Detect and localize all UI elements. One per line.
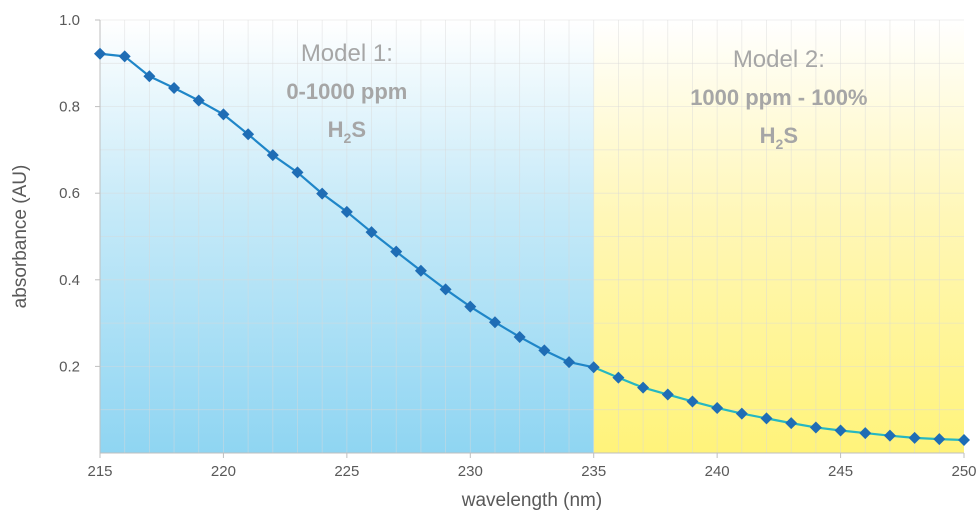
data-point-marker [168, 81, 181, 94]
model-2-species-sub: 2 [776, 136, 784, 152]
data-point-marker [711, 401, 724, 414]
data-point-marker [760, 412, 773, 425]
model-1-species-main: H [328, 117, 344, 142]
data-point-marker [933, 433, 946, 446]
data-point-marker [217, 108, 230, 121]
axes [99, 20, 964, 454]
data-point-marker [834, 424, 847, 437]
y-tick-label: 0.4 [59, 272, 80, 289]
data-point-marker [192, 94, 205, 107]
data-point-marker [661, 388, 674, 401]
data-point-marker [637, 381, 650, 394]
data-point-marker [414, 264, 427, 277]
model-1-species: H2S [328, 117, 366, 146]
model-2-species-tail: S [783, 123, 798, 148]
tick-labels: 215 220 225 230 235 240 245 250 0.2 0.4 0.6 0.8 1.0 [59, 12, 976, 480]
series-absorbance [94, 47, 970, 447]
y-tick-label: 1.0 [59, 12, 80, 29]
x-tick-label: 225 [334, 463, 359, 480]
data-point-marker [464, 300, 477, 313]
x-tick-label: 250 [951, 463, 976, 480]
data-point-marker [563, 356, 576, 369]
y-tick-label: 0.2 [59, 358, 80, 375]
model-1-range: 0-1000 ppm [286, 79, 407, 104]
x-tick-label: 240 [705, 463, 730, 480]
model-1-title: Model 1: [301, 40, 393, 67]
data-point-marker [735, 407, 748, 420]
model-1-species-sub: 2 [344, 130, 352, 146]
data-point-marker [785, 417, 798, 430]
x-tick-label: 245 [828, 463, 853, 480]
data-point-marker [538, 344, 551, 357]
data-point-marker [266, 149, 279, 162]
data-point-marker [859, 427, 872, 440]
y-axis-title: absorbance (AU) [10, 165, 31, 309]
x-tick-label: 230 [458, 463, 483, 480]
grid-lines [100, 19, 964, 453]
data-point-marker [340, 205, 353, 218]
model-1-species-tail: S [351, 117, 366, 142]
model-2-title: Model 2: [733, 46, 825, 73]
data-point-marker [390, 245, 403, 258]
data-point-marker [686, 395, 699, 408]
data-point-marker [809, 421, 822, 434]
model-2-species-main: H [760, 123, 776, 148]
data-point-marker [958, 434, 970, 447]
x-tick-label: 220 [211, 463, 236, 480]
data-point-marker [143, 70, 156, 83]
model-2-range: 1000 ppm - 100% [690, 85, 867, 110]
x-axis-title: wavelength (nm) [461, 490, 602, 511]
series-line-model-2 [593, 366, 965, 442]
data-point-marker [242, 128, 255, 141]
data-point-marker [488, 316, 501, 329]
model-2-species: H2S [760, 123, 798, 152]
data-point-marker [94, 47, 106, 60]
data-point-marker [612, 371, 625, 384]
data-point-marker [513, 330, 526, 343]
x-tick-label: 235 [581, 463, 606, 480]
data-point-marker [439, 283, 452, 296]
data-point-marker [365, 226, 378, 239]
data-point-marker [291, 166, 304, 179]
data-point-marker [908, 431, 921, 444]
data-point-marker [118, 50, 131, 63]
x-tick-label: 215 [87, 463, 112, 480]
y-tick-label: 0.6 [59, 185, 80, 202]
data-point-marker [316, 187, 329, 200]
data-point-marker [883, 429, 896, 442]
y-tick-label: 0.8 [59, 99, 80, 116]
data-point-marker [587, 361, 600, 374]
